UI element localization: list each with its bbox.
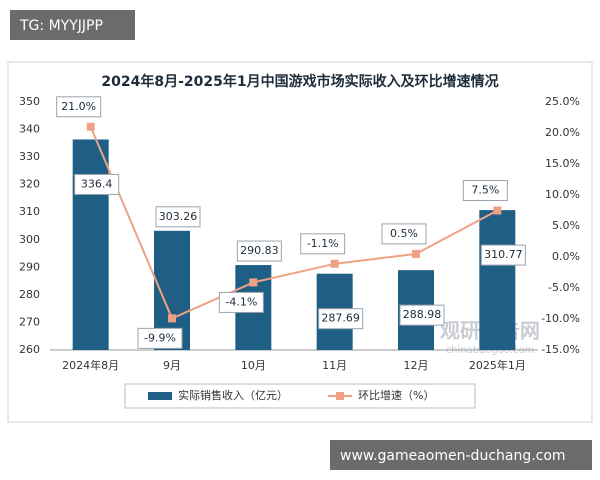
bar-value-label-box: [480, 244, 526, 266]
line-value-label: -9.9%: [144, 331, 176, 344]
legend-swatch: [148, 392, 172, 400]
legend-swatch-marker: [336, 392, 344, 400]
bar: [72, 139, 109, 350]
x-tick-label: 2025年1月: [469, 358, 526, 372]
top-badge: TG: MYYJJPP: [19, 18, 103, 34]
bar-value-label-box: [399, 304, 445, 326]
y2-tick-label: -15.0%: [541, 343, 580, 356]
line-value-label-box: [137, 327, 183, 349]
y-tick-label: 280: [19, 288, 40, 301]
line-value-label-box: [462, 180, 508, 201]
bar-value-label-box: [236, 240, 282, 262]
line-value-label-box: [381, 223, 427, 245]
y-tick-label: 310: [19, 205, 40, 218]
legend-box: [124, 383, 476, 409]
line-value-label: 0.5%: [390, 227, 418, 240]
y-tick-label: 260: [19, 343, 40, 356]
line-value-label-box: [218, 291, 264, 313]
line-value-label-box: [56, 96, 102, 118]
chart-title: 2024年8月-2025年1月中国游戏市场实际收入及环比增速情况: [101, 73, 498, 90]
line-value-label: 21.0%: [61, 100, 96, 113]
bar: [479, 210, 516, 350]
line: [89, 126, 498, 320]
x-tick-label: 12月: [404, 359, 429, 372]
y-tick-label: 350: [19, 95, 40, 108]
y2-tick-label: 5.0%: [552, 219, 580, 232]
y2-tick-label: 20.0%: [545, 126, 580, 139]
x-tick-label: 9月: [163, 359, 181, 372]
legend-label: 实际销售收入（亿元）: [178, 388, 288, 402]
line-value-label: -4.1%: [225, 295, 257, 308]
y2-tick-label: -5.0%: [548, 281, 580, 294]
line-value-label: 7.5%: [471, 184, 499, 197]
y-tick-label: 330: [19, 150, 40, 163]
line-marker: [330, 259, 339, 268]
bar-value-label-box: [318, 308, 364, 330]
y-tick-label: 320: [19, 178, 40, 191]
legend-label: 环比增速（%）: [358, 388, 434, 402]
x-tick-label: 11月: [322, 359, 347, 372]
line-value-label-box: [300, 233, 346, 255]
y2-tick-label: 15.0%: [545, 157, 580, 170]
line-marker: [249, 278, 258, 287]
x-tick-label: 2024年8月: [62, 358, 119, 372]
line-marker: [412, 249, 420, 258]
bar-value-label-box: [74, 173, 120, 195]
y2-tick-label: 25.0%: [545, 95, 580, 108]
bar-value-label: 288.98: [403, 308, 442, 321]
line-marker: [493, 206, 502, 215]
bottom-badge-bg: [330, 440, 592, 470]
top-badge-bg: [10, 10, 135, 40]
bar-value-label-box: [155, 206, 201, 228]
y2-tick-label: 10.0%: [545, 188, 580, 201]
y-tick-label: 290: [19, 260, 40, 273]
y-tick-label: 300: [19, 233, 40, 246]
y-tick-label: 270: [19, 315, 40, 328]
bottom-badge: www.gameaomen-duchang.com: [340, 448, 566, 464]
bar-value-label: 310.77: [484, 248, 523, 261]
x-tick-label: 10月: [241, 359, 266, 372]
bar-value-label: 287.69: [321, 312, 360, 325]
line-marker: [86, 122, 95, 131]
bar-value-label: 336.4: [81, 177, 113, 190]
y2-tick-label: -10.0%: [541, 312, 580, 325]
bar-value-label: 303.26: [159, 210, 198, 223]
bar-value-label: 290.83: [240, 244, 279, 257]
y2-tick-label: 0.0%: [552, 250, 580, 263]
line-value-label: -1.1%: [307, 237, 339, 250]
y-tick-label: 340: [19, 123, 40, 136]
line-marker: [168, 314, 176, 323]
